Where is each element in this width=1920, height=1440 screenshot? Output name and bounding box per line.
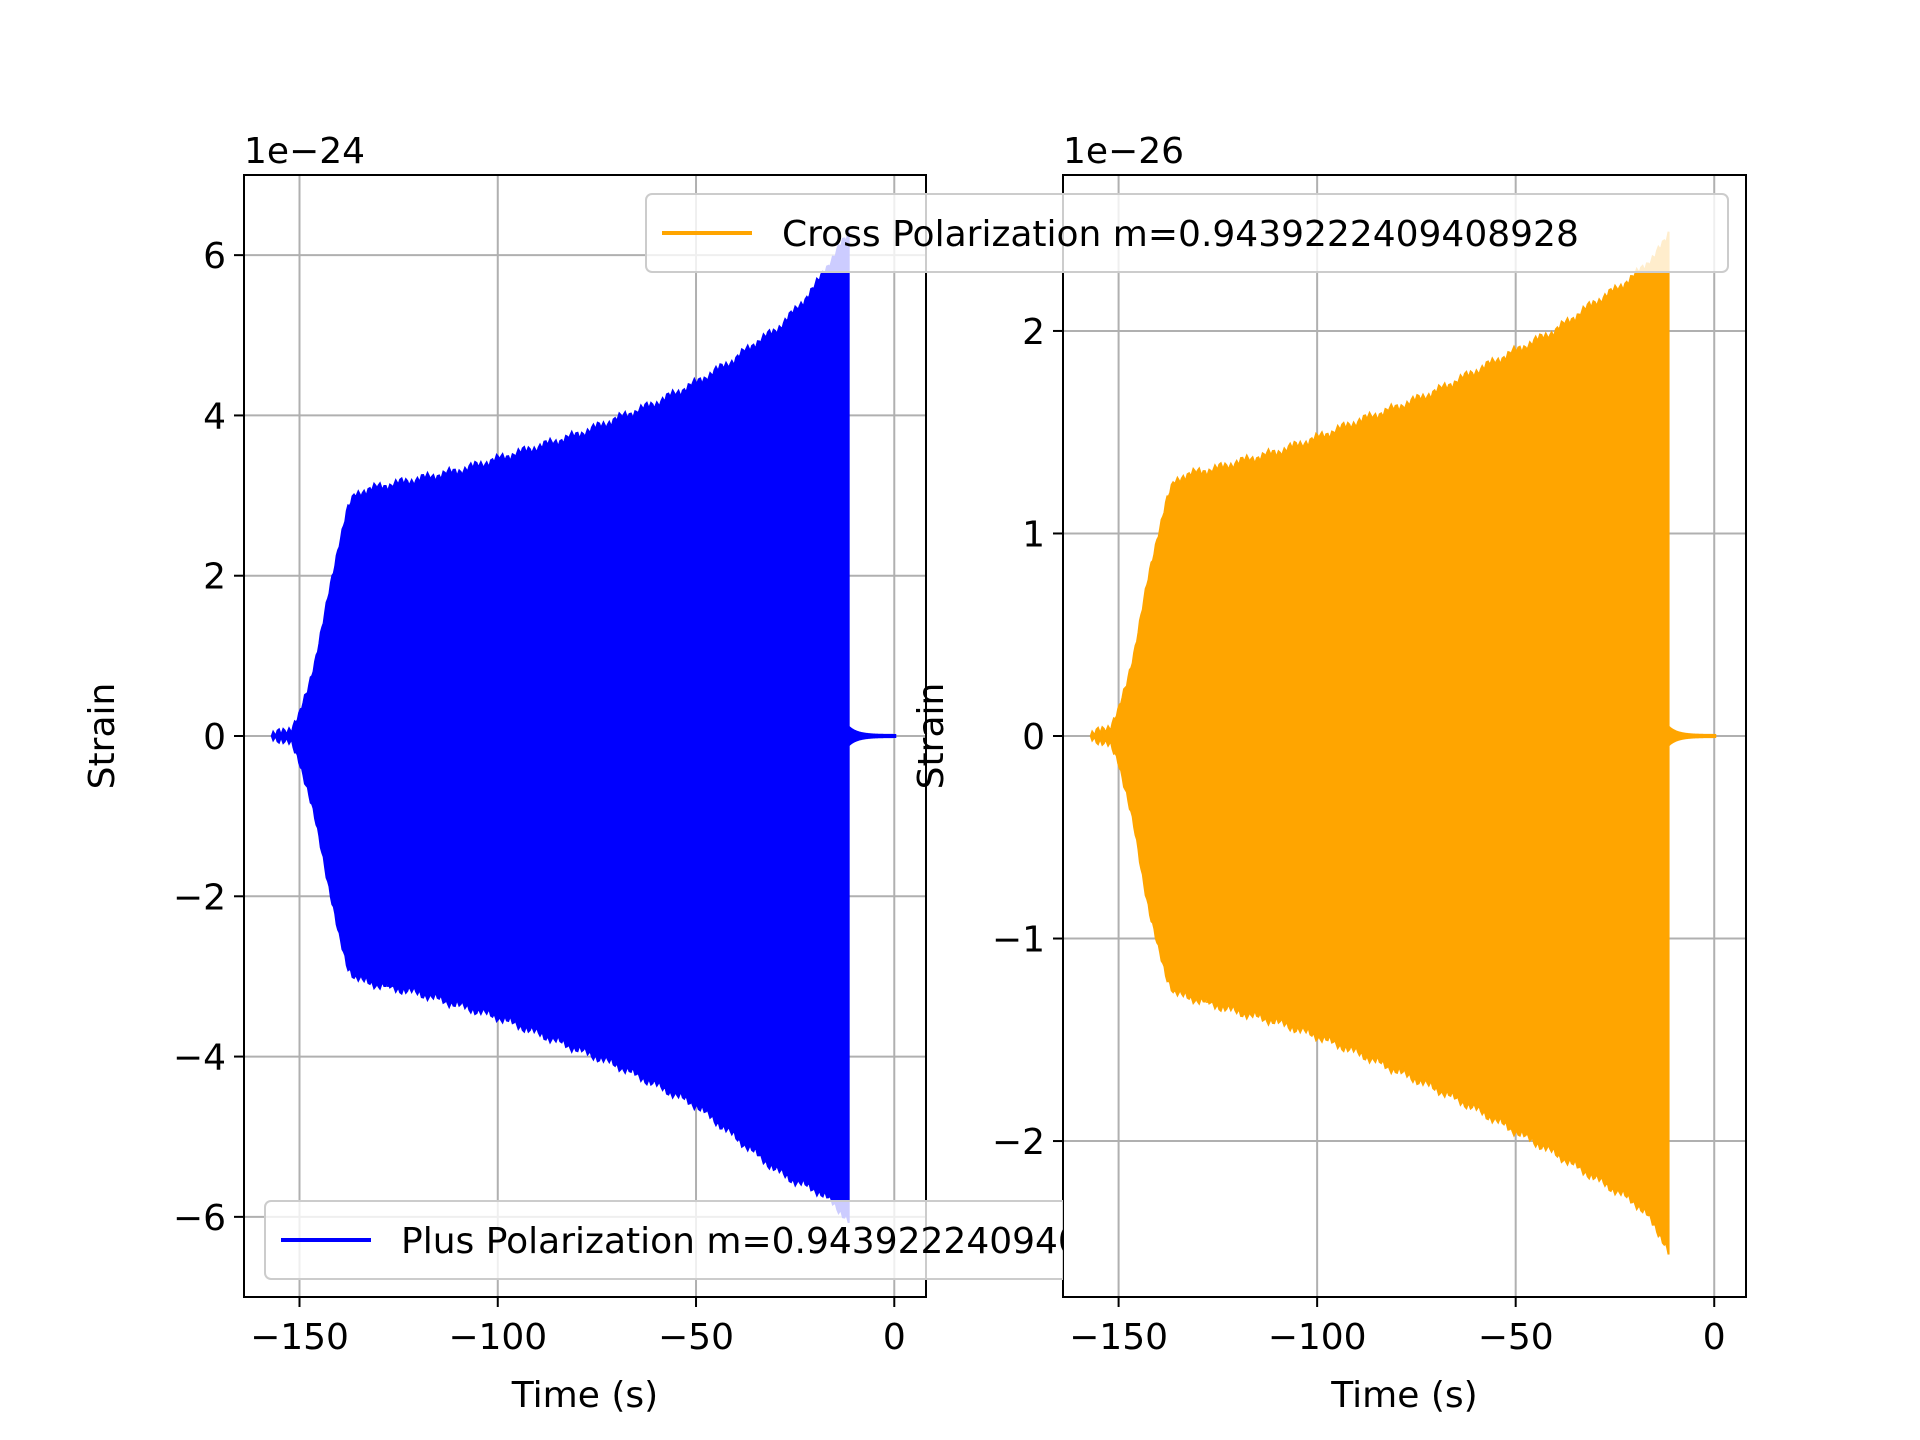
y-tick-label: 4 — [203, 396, 226, 437]
right-legend-label: Cross Polarization m=0.9439222409408928 — [782, 214, 1579, 255]
y-tick-label: −2 — [992, 1122, 1045, 1163]
x-tick-label: −100 — [1268, 1317, 1367, 1358]
right-y-offset-text: 1e−26 — [1063, 131, 1184, 172]
x-tick-label: 0 — [1703, 1317, 1726, 1358]
y-tick-label: −6 — [173, 1198, 226, 1239]
y-tick-label: −4 — [173, 1038, 226, 1079]
y-tick-label: −1 — [992, 920, 1045, 961]
x-tick-label: −50 — [658, 1317, 734, 1358]
x-tick-label: 0 — [883, 1317, 906, 1358]
x-tick-label: −50 — [1478, 1317, 1554, 1358]
x-tick-label: −100 — [448, 1317, 547, 1358]
left-x-axis-label: Time (s) — [511, 1375, 658, 1416]
right-subplot: −150 −100 −50 0 −2 −1 0 1 2 1e−26 Time (s) Stra… — [911, 131, 1747, 1416]
x-tick-label: −150 — [250, 1317, 349, 1358]
waveform-glitch — [386, 961, 395, 987]
right-y-axis-label: Strain — [911, 683, 952, 790]
left-y-axis-label: Strain — [82, 683, 123, 790]
y-tick-label: 0 — [203, 717, 226, 758]
left-plus-polarization-series — [270, 228, 897, 1224]
right-x-ticks: −150 −100 −50 0 — [1069, 1297, 1726, 1358]
right-cross-polarization-series — [1089, 231, 1717, 1255]
left-subplot: −150 −100 −50 0 −6 −4 −2 0 2 4 6 1e−24 Time (s) S… — [82, 131, 927, 1416]
ringdown-tail — [1666, 723, 1717, 749]
left-y-offset-text: 1e−24 — [244, 131, 365, 172]
left-legend-box — [264, 1200, 1063, 1280]
left-legend-label: Plus Polarization m=0.9439222409408928 — [401, 1221, 1172, 1262]
right-y-ticks: −2 −1 0 1 2 — [992, 312, 1063, 1163]
waveform-glitch — [1205, 976, 1214, 1003]
y-tick-label: 2 — [203, 557, 226, 598]
y-tick-label: 6 — [203, 236, 226, 277]
right-legend-box — [645, 193, 1729, 273]
right-x-axis-label: Time (s) — [1330, 1375, 1477, 1416]
right-legend: Cross Polarization m=0.9439222409408928 — [645, 193, 1729, 273]
x-tick-label: −150 — [1069, 1317, 1168, 1358]
y-tick-label: 2 — [1022, 312, 1045, 353]
y-tick-label: −2 — [173, 877, 226, 918]
ringdown-tail — [846, 723, 897, 749]
left-x-ticks: −150 −100 −50 0 — [250, 1297, 906, 1358]
left-legend: Plus Polarization m=0.9439222409408928 — [264, 1200, 1172, 1280]
y-tick-label: 1 — [1022, 514, 1045, 555]
left-y-ticks: −6 −4 −2 0 2 4 6 — [173, 236, 244, 1239]
y-tick-label: 0 — [1022, 717, 1045, 758]
